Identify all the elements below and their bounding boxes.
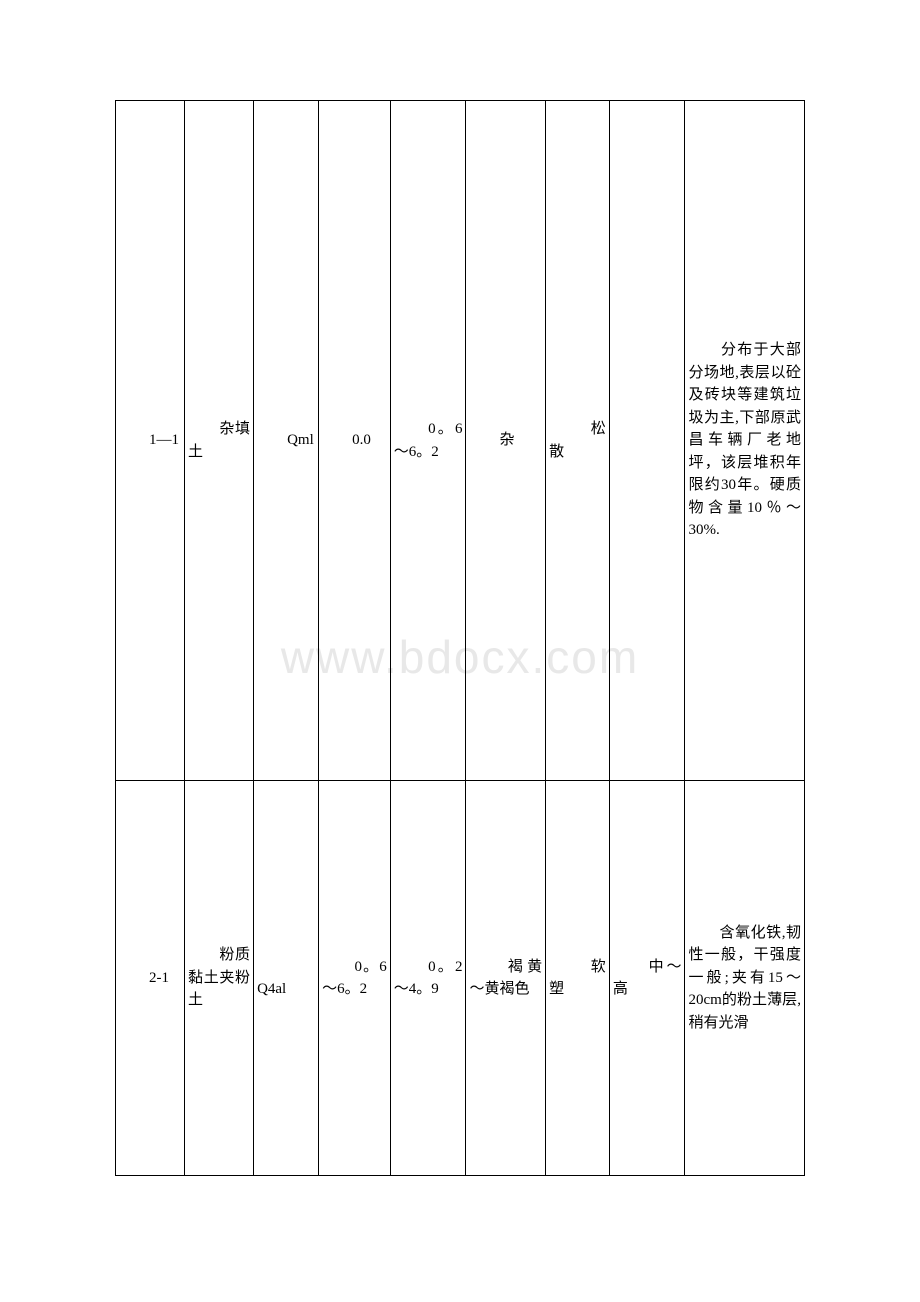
cell-color: 杂 [466,101,546,781]
cell-layer-id: 2-1 [116,781,185,1176]
cell-depth-range: 0。2～4。9 [390,781,466,1176]
cell-soil-name: 杂填土 [185,101,254,781]
cell-description: 含氧化铁,韧性一般，干强度一般;夹有15～20cm的粉土薄层,稍有光滑 [685,781,805,1176]
cell-property: 中～高 [609,781,685,1176]
cell-code: Qml [254,101,319,781]
table-row: 2-1 粉质黏土夹粉土 Q4al 0。6～6。2 0。2～4。9 褐黄～黄褐色 … [116,781,805,1176]
cell-depth-range: 0。6～6。2 [390,101,466,781]
cell-soil-name: 粉质黏土夹粉土 [185,781,254,1176]
soil-data-table: 1—1 杂填土 Qml 0.0 0。6～6。2 杂 松散 分布于大部分场地,表层… [115,100,805,1176]
cell-depth-start: 0.0 [319,101,391,781]
cell-depth-start: 0。6～6。2 [319,781,391,1176]
cell-state: 松散 [546,101,610,781]
table-row: 1—1 杂填土 Qml 0.0 0。6～6。2 杂 松散 分布于大部分场地,表层… [116,101,805,781]
cell-state: 软塑 [546,781,610,1176]
cell-layer-id: 1—1 [116,101,185,781]
cell-color: 褐黄～黄褐色 [466,781,546,1176]
cell-property [609,101,685,781]
cell-description: 分布于大部分场地,表层以砼及砖块等建筑垃圾为主,下部原武昌车辆厂老地坪，该层堆积… [685,101,805,781]
cell-code: Q4al [254,781,319,1176]
